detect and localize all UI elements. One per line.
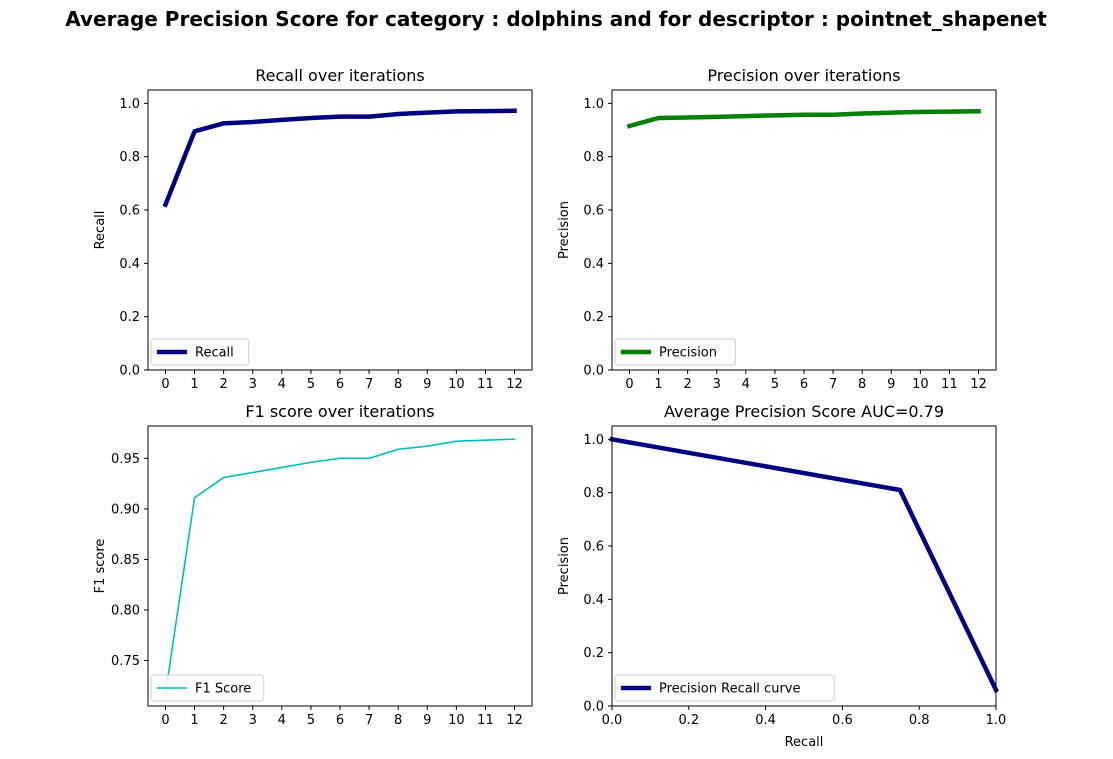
y-tick-label: 0.0 (119, 364, 140, 379)
y-axis-label: F1 score (93, 539, 108, 594)
y-axis-label: Precision (557, 537, 572, 595)
x-tick-label: 5 (771, 377, 779, 392)
x-tick-label: 8 (394, 713, 402, 728)
panel-4: Average Precision Score AUC=0.79 0.0 0.2 0.… (557, 402, 1006, 750)
x-tick-label: 11 (477, 377, 494, 392)
y-tick-label: 0.90 (111, 502, 140, 517)
y-tick-label: 0.0 (583, 364, 604, 379)
x-tick-label: 7 (365, 377, 373, 392)
y-tick-label: 0.8 (119, 150, 140, 165)
x-tick-label: 0.0 (602, 713, 623, 728)
y-tick-label: 0.4 (583, 257, 604, 272)
x-tick-label: 1 (654, 377, 662, 392)
x-tick-label: 5 (307, 713, 315, 728)
x-tick-label: 9 (423, 377, 431, 392)
x-tick-label: 5 (307, 377, 315, 392)
panel-title: Precision over iterations (707, 66, 900, 85)
y-tick-label: 0.8 (583, 486, 604, 501)
y-axis-label: Recall (93, 211, 108, 250)
x-tick-label: 10 (448, 713, 465, 728)
x-tick-label: 11 (477, 713, 494, 728)
x-tick-label: 4 (742, 377, 750, 392)
x-tick-label: 9 (423, 713, 431, 728)
y-tick-label: 0.2 (583, 646, 604, 661)
x-tick-label: 3 (249, 713, 257, 728)
x-tick-label: 7 (829, 377, 837, 392)
x-tick-label: 0 (161, 377, 169, 392)
legend-label: F1 Score (195, 682, 251, 697)
x-tick-label: 0.4 (755, 713, 776, 728)
x-tick-label: 0.6 (832, 713, 853, 728)
x-tick-label: 4 (278, 377, 286, 392)
x-tick-label: 10 (448, 377, 465, 392)
x-tick-label: 1 (190, 377, 198, 392)
x-tick-label: 1.0 (986, 713, 1007, 728)
y-tick-label: 0.95 (111, 452, 140, 467)
series-line-1 (626, 109, 981, 129)
x-tick-label: 6 (800, 377, 808, 392)
legend-label: Precision Recall curve (659, 682, 800, 697)
y-tick-label: 1.0 (583, 97, 604, 112)
panel-title: Average Precision Score AUC=0.79 (664, 402, 944, 421)
axes-frame (147, 425, 533, 707)
x-tick-label: 7 (365, 713, 373, 728)
y-tick-label: 0.4 (583, 593, 604, 608)
x-tick-label: 1 (190, 713, 198, 728)
y-tick-label: 0.0 (583, 700, 604, 715)
legend-box (614, 674, 835, 702)
series-line-1 (164, 438, 516, 695)
x-tick-label: 2 (219, 713, 227, 728)
legend-label: Recall (195, 346, 234, 361)
y-tick-label: 0.2 (583, 310, 604, 325)
legend-label: Precision (659, 346, 717, 361)
x-tick-label: 0.8 (909, 713, 930, 728)
x-axis-label: Recall (785, 735, 824, 750)
x-tick-label: 6 (336, 713, 344, 728)
x-tick-label: 11 (941, 377, 958, 392)
x-tick-label: 0 (625, 377, 633, 392)
x-tick-label: 2 (219, 377, 227, 392)
y-tick-label: 0.4 (119, 257, 140, 272)
x-tick-label: 9 (887, 377, 895, 392)
x-tick-label: 3 (713, 377, 721, 392)
axes-frame (611, 425, 997, 707)
series-line-1 (609, 436, 1000, 694)
x-tick-label: 6 (336, 377, 344, 392)
series-line-1 (162, 108, 517, 208)
figure-suptitle: Average Precision Score for category : d… (65, 7, 1047, 31)
x-tick-label: 4 (278, 713, 286, 728)
panel-title: Recall over iterations (255, 66, 425, 85)
axes-frame (147, 89, 533, 371)
y-tick-label: 0.8 (583, 150, 604, 165)
x-tick-label: 0 (161, 713, 169, 728)
legend-box (614, 338, 736, 366)
y-tick-label: 0.75 (111, 654, 140, 669)
y-tick-label: 1.0 (583, 433, 604, 448)
axes-frame (611, 89, 997, 371)
x-tick-label: 10 (912, 377, 929, 392)
legend-box (150, 338, 250, 366)
panel-title: F1 score over iterations (245, 402, 434, 421)
y-axis-label: Precision (557, 201, 572, 259)
x-tick-label: 12 (970, 377, 987, 392)
x-tick-label: 12 (506, 713, 523, 728)
y-tick-label: 0.6 (583, 540, 604, 555)
x-tick-label: 0.2 (678, 713, 699, 728)
legend-box (150, 674, 265, 702)
x-tick-label: 2 (683, 377, 691, 392)
y-tick-label: 1.0 (119, 97, 140, 112)
y-tick-label: 0.2 (119, 310, 140, 325)
y-tick-label: 0.80 (111, 603, 140, 618)
x-tick-label: 8 (858, 377, 866, 392)
x-tick-label: 8 (394, 377, 402, 392)
y-tick-label: 0.6 (119, 204, 140, 219)
y-tick-label: 0.85 (111, 553, 140, 568)
y-tick-label: 0.6 (583, 204, 604, 219)
x-tick-label: 3 (249, 377, 257, 392)
x-tick-label: 12 (506, 377, 523, 392)
